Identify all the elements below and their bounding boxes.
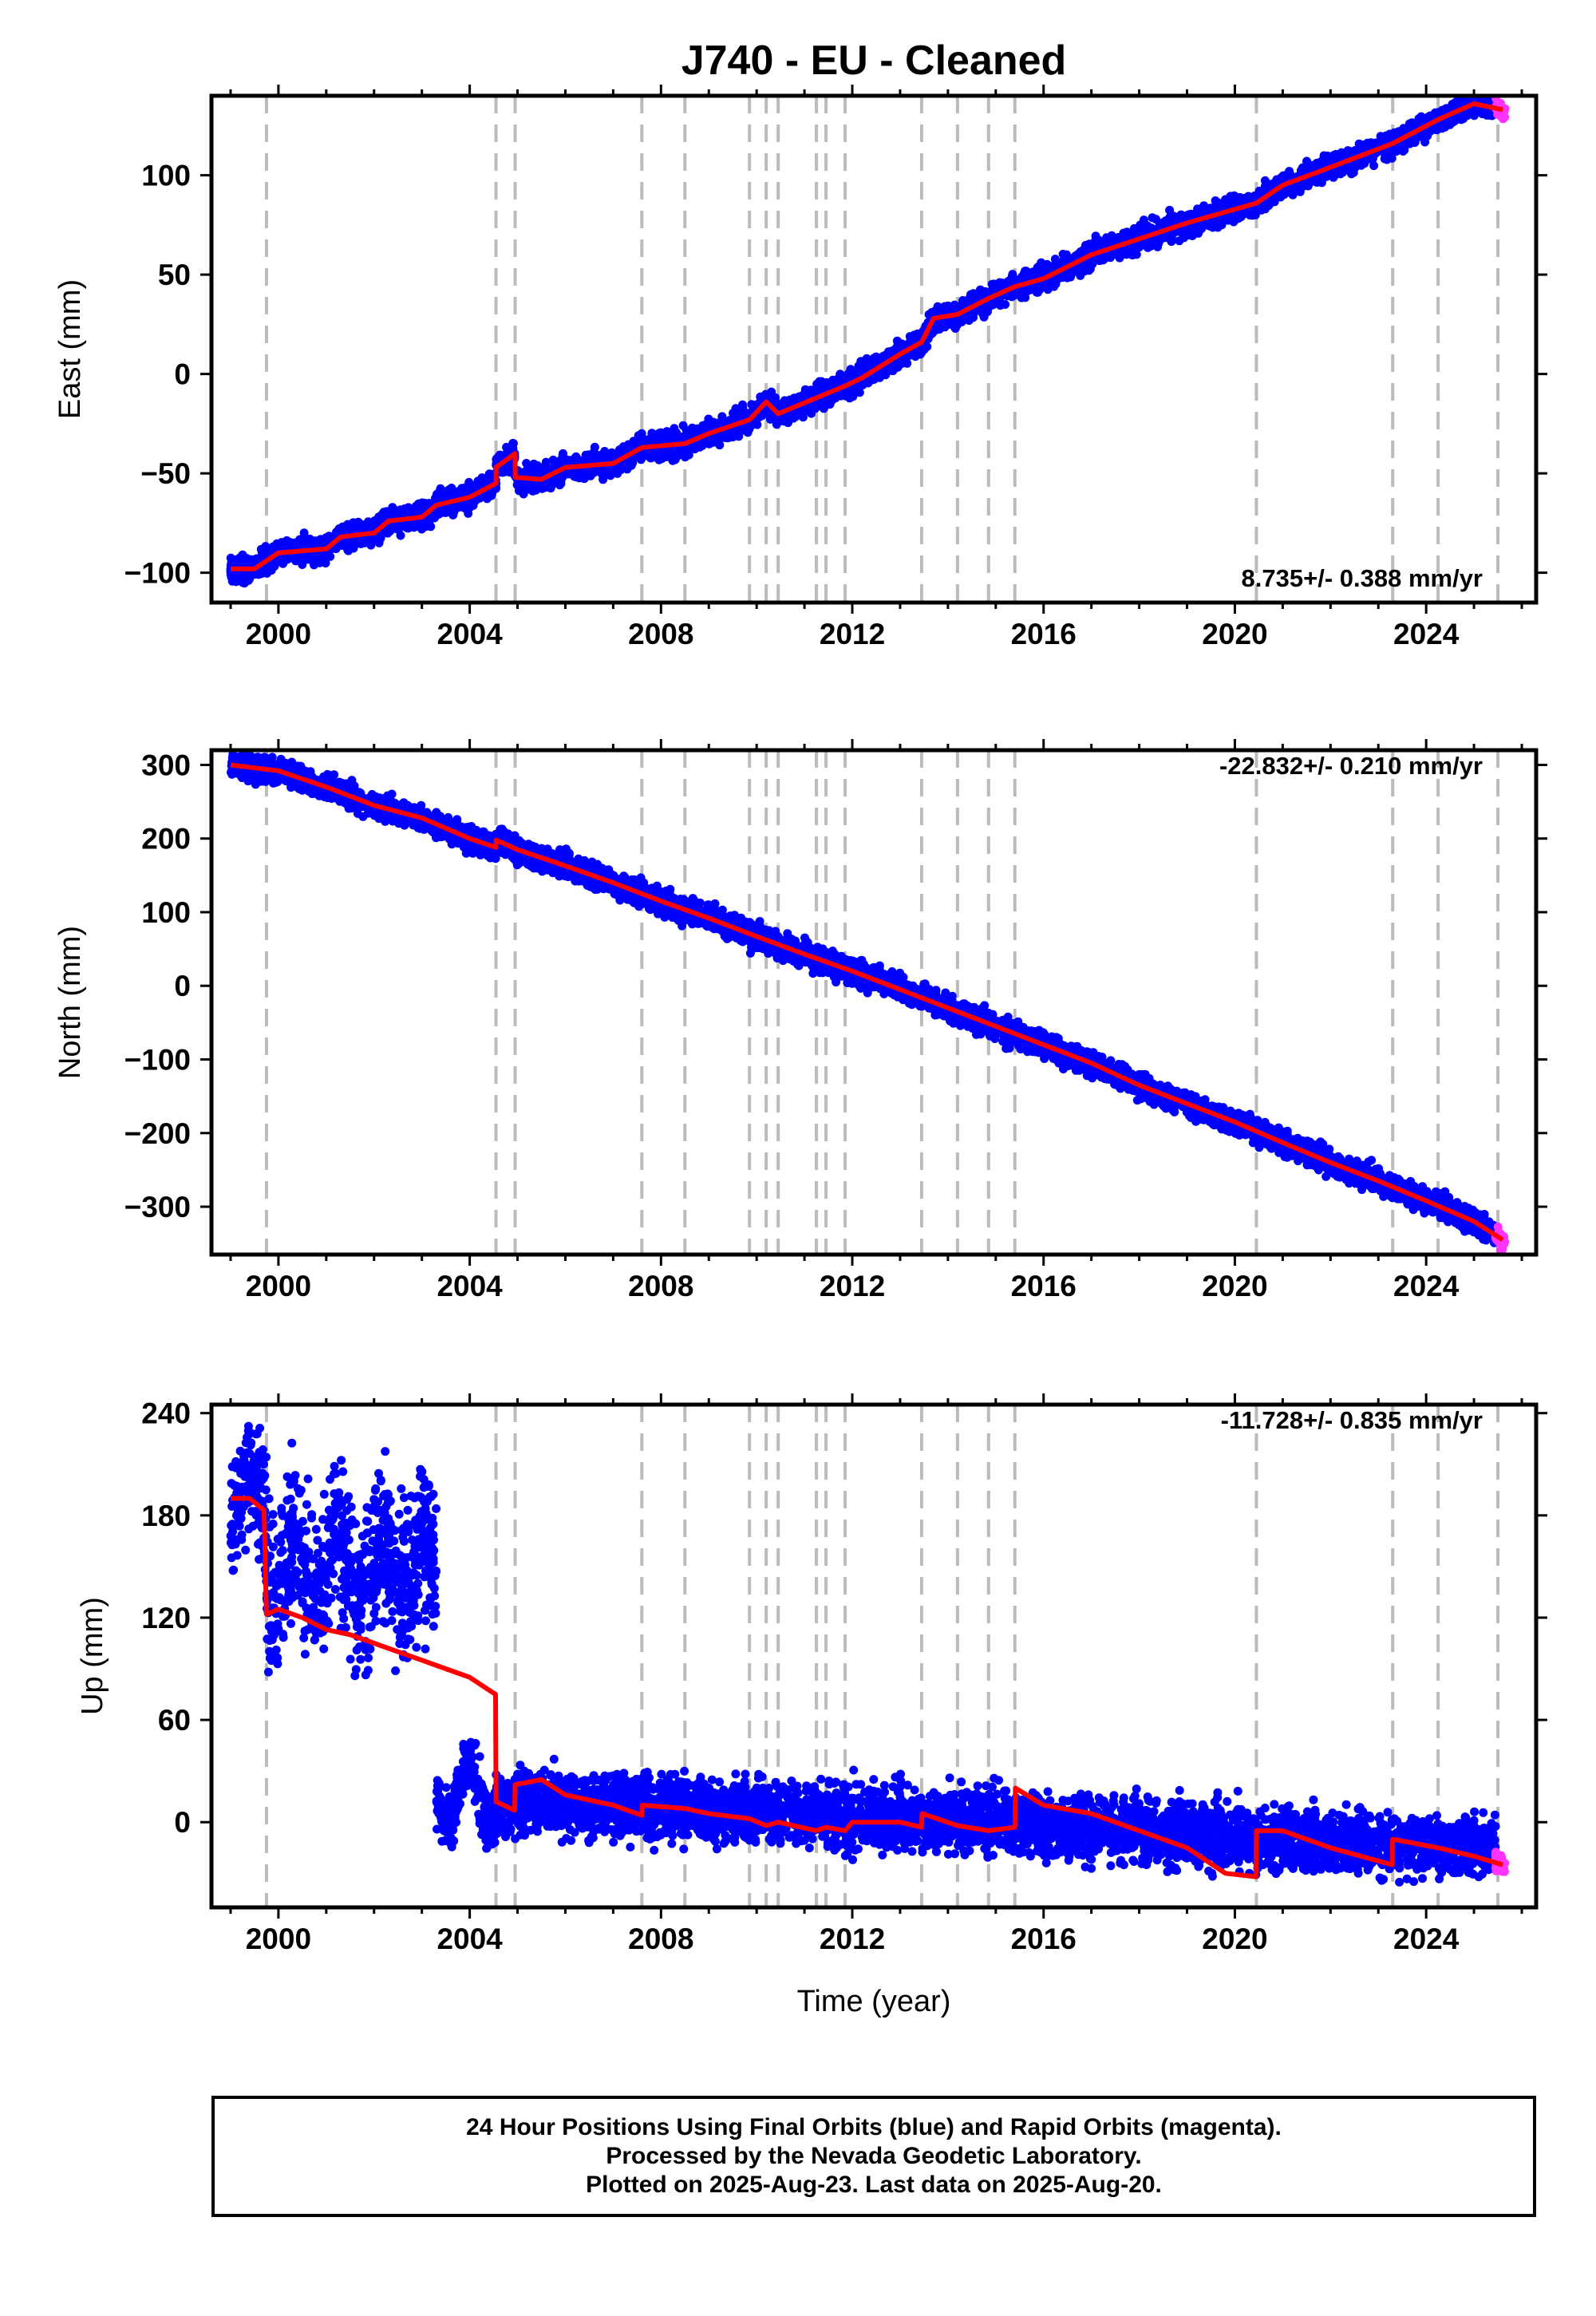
data-point bbox=[1007, 290, 1017, 299]
data-point bbox=[950, 304, 959, 314]
data-point bbox=[1132, 250, 1141, 259]
data-point bbox=[435, 486, 444, 496]
data-point bbox=[1347, 169, 1356, 179]
data-point bbox=[1259, 185, 1269, 195]
data-point bbox=[559, 449, 567, 458]
data-point bbox=[596, 450, 605, 460]
data-point bbox=[903, 358, 912, 368]
data-point bbox=[468, 480, 477, 490]
data-point bbox=[1356, 160, 1365, 169]
data-point bbox=[1198, 219, 1207, 229]
data-point bbox=[729, 409, 738, 418]
data-point bbox=[757, 411, 767, 421]
data-point bbox=[299, 528, 309, 538]
data-point bbox=[226, 553, 235, 563]
data-point bbox=[862, 354, 871, 363]
data-point bbox=[1105, 253, 1115, 263]
figure-title: J740 - EU - Cleaned bbox=[681, 38, 1067, 84]
data-point bbox=[1152, 238, 1161, 247]
data-point bbox=[404, 503, 413, 512]
data-point bbox=[1193, 204, 1203, 214]
data-point bbox=[1247, 211, 1257, 220]
data-point bbox=[1078, 261, 1088, 271]
data-point bbox=[522, 459, 531, 468]
data-point bbox=[1115, 253, 1124, 263]
data-point bbox=[1050, 255, 1060, 264]
data-point bbox=[1144, 241, 1153, 251]
data-point bbox=[637, 429, 646, 438]
data-point bbox=[836, 370, 845, 379]
data-point bbox=[673, 445, 682, 455]
data-point bbox=[1278, 171, 1288, 180]
data-point bbox=[738, 400, 747, 409]
data-point bbox=[409, 523, 419, 532]
data-point bbox=[1005, 276, 1014, 285]
data-point bbox=[1033, 282, 1043, 291]
data-point bbox=[1224, 197, 1234, 207]
data-point bbox=[1416, 112, 1426, 121]
data-point bbox=[310, 560, 318, 570]
data-point bbox=[846, 365, 855, 374]
data-point bbox=[365, 534, 374, 543]
data-point bbox=[519, 479, 529, 488]
data-point bbox=[396, 531, 405, 540]
data-point bbox=[590, 442, 599, 452]
final-orbit-points bbox=[226, 96, 1500, 588]
data-point bbox=[1051, 279, 1061, 289]
data-point bbox=[260, 564, 270, 574]
east-panel: 2000 2004 2008 2012 2016 2020 2024−100−5005010… bbox=[53, 85, 1547, 650]
data-point bbox=[1217, 220, 1227, 230]
data-point bbox=[1211, 196, 1220, 205]
